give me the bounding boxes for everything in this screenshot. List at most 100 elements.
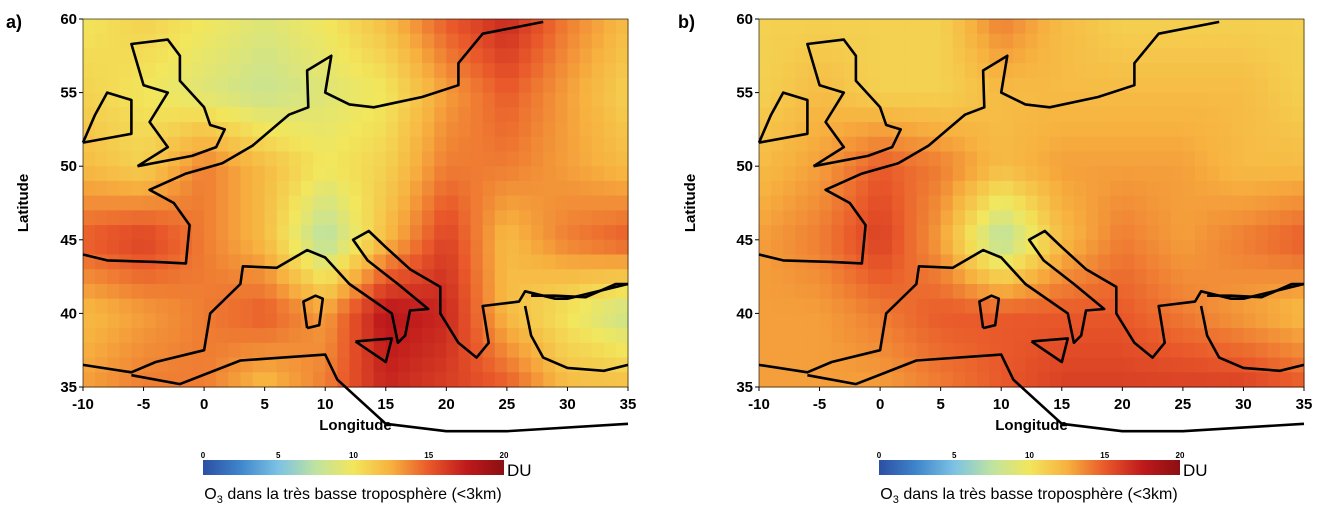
heatmap-cell bbox=[470, 166, 484, 182]
heatmap-cell bbox=[1122, 180, 1136, 197]
heatmap-cell bbox=[301, 107, 314, 123]
heatmap-cell bbox=[95, 283, 108, 300]
heatmap-cell bbox=[1073, 269, 1087, 285]
heatmap-cell bbox=[385, 225, 399, 241]
heatmap-cell bbox=[385, 33, 399, 50]
caption-prefix: O bbox=[204, 486, 216, 503]
heatmap-cell bbox=[807, 328, 821, 344]
heatmap-cell bbox=[397, 107, 411, 123]
heatmap-cell bbox=[1146, 254, 1160, 270]
heatmap-cell bbox=[904, 77, 918, 94]
heatmap-cell bbox=[1279, 107, 1293, 123]
heatmap-cell bbox=[1110, 180, 1123, 197]
heatmap-cell bbox=[843, 298, 857, 314]
colorbar-unit: DU bbox=[1183, 461, 1208, 480]
heatmap-cell bbox=[361, 357, 375, 373]
y-tick-label: 50 bbox=[736, 158, 753, 175]
heatmap-cell bbox=[1061, 195, 1075, 211]
heatmap-cell bbox=[783, 48, 796, 64]
heatmap-cell bbox=[519, 33, 532, 50]
heatmap-cell bbox=[1231, 92, 1245, 108]
caption-subscript: 3 bbox=[893, 494, 899, 506]
heatmap-cell bbox=[1001, 328, 1014, 344]
heatmap-cell bbox=[1182, 136, 1196, 153]
heatmap-cell bbox=[494, 210, 508, 226]
heatmap-cell bbox=[1061, 136, 1075, 153]
heatmap-cell bbox=[95, 357, 108, 373]
heatmap-cell bbox=[446, 210, 460, 226]
heatmap-cell bbox=[83, 48, 96, 64]
heatmap-cell bbox=[422, 107, 435, 123]
heatmap-cell bbox=[843, 342, 857, 359]
x-tick-label: 15 bbox=[1053, 396, 1070, 413]
colorbar-tick-label: 5 bbox=[952, 451, 957, 460]
heatmap-cell bbox=[759, 298, 772, 314]
heatmap-cell bbox=[422, 210, 435, 226]
heatmap-cell bbox=[1255, 210, 1269, 226]
heatmap-cell bbox=[843, 239, 857, 256]
heatmap-cell bbox=[1061, 254, 1075, 270]
heatmap-cell bbox=[579, 180, 593, 197]
heatmap-cell bbox=[615, 298, 629, 314]
heatmap-cell bbox=[1037, 136, 1051, 153]
heatmap-cell bbox=[1267, 48, 1281, 64]
heatmap-cell bbox=[615, 225, 629, 241]
heatmap-cell bbox=[771, 77, 784, 94]
heatmap-cell bbox=[1207, 151, 1220, 167]
heatmap-cell bbox=[615, 77, 629, 94]
heatmap-cell bbox=[531, 151, 544, 167]
heatmap-cell bbox=[337, 33, 351, 50]
heatmap-cell bbox=[1279, 239, 1293, 256]
heatmap-cell bbox=[1207, 33, 1220, 50]
heatmap-cell bbox=[288, 210, 302, 226]
heatmap-cell bbox=[928, 239, 942, 256]
heatmap-cell bbox=[1195, 77, 1208, 94]
heatmap-cell bbox=[1086, 372, 1099, 388]
heatmap-cell bbox=[131, 239, 145, 256]
heatmap-cell bbox=[216, 269, 229, 285]
heatmap-cell bbox=[361, 19, 375, 35]
heatmap-cell bbox=[1158, 151, 1172, 167]
heatmap-cell bbox=[1146, 298, 1160, 314]
heatmap-cell bbox=[434, 269, 447, 285]
heatmap-cell bbox=[892, 210, 905, 226]
heatmap-cell bbox=[434, 239, 447, 256]
heatmap-cell bbox=[1291, 19, 1305, 35]
y-axis-label: Latitude bbox=[15, 174, 32, 232]
heatmap-cell bbox=[361, 195, 375, 211]
heatmap-cell bbox=[567, 298, 581, 314]
heatmap-cell bbox=[276, 19, 290, 35]
heatmap-cell bbox=[1182, 210, 1196, 226]
heatmap-cell bbox=[494, 151, 508, 167]
x-tick-label: 35 bbox=[620, 396, 637, 413]
heatmap-cell bbox=[831, 342, 845, 359]
heatmap-cell bbox=[1146, 107, 1160, 123]
heatmap-cell bbox=[1279, 328, 1293, 344]
heatmap-cell bbox=[264, 33, 278, 50]
heatmap-cell bbox=[385, 48, 399, 64]
heatmap-cell bbox=[482, 372, 496, 388]
heatmap-cell bbox=[567, 77, 581, 94]
heatmap-cell bbox=[494, 92, 508, 108]
heatmap-cell bbox=[107, 166, 120, 182]
heatmap-cell bbox=[470, 77, 484, 94]
heatmap-cell bbox=[783, 328, 796, 344]
heatmap-cell bbox=[1255, 63, 1269, 79]
y-tick-label: 35 bbox=[736, 379, 753, 396]
heatmap-cell bbox=[567, 357, 581, 373]
heatmap-cell bbox=[240, 166, 254, 182]
heatmap-cell bbox=[843, 63, 857, 79]
heatmap-cell bbox=[276, 180, 290, 197]
heatmap-cell bbox=[179, 136, 193, 153]
heatmap-cell bbox=[1073, 63, 1087, 79]
heatmap-cell bbox=[361, 63, 375, 79]
heatmap-cell bbox=[1098, 239, 1111, 256]
heatmap-cell bbox=[143, 313, 157, 329]
heatmap-cell bbox=[482, 166, 496, 182]
heatmap-cell bbox=[313, 19, 326, 35]
heatmap-cell bbox=[1037, 166, 1051, 182]
heatmap-cell bbox=[1110, 63, 1123, 79]
heatmap-cell bbox=[1231, 195, 1245, 211]
heatmap-cell bbox=[807, 77, 821, 94]
heatmap-cell bbox=[276, 33, 290, 50]
